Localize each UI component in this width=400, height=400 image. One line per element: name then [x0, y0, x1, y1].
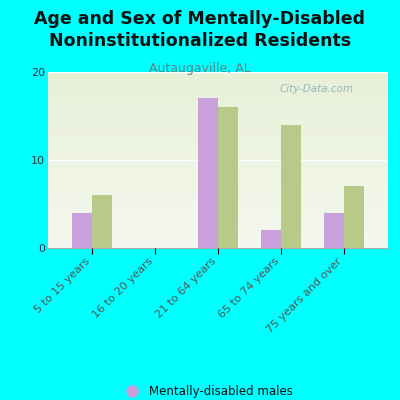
Text: Age and Sex of Mentally-Disabled
Noninstitutionalized Residents: Age and Sex of Mentally-Disabled Noninst…: [34, 10, 366, 50]
Bar: [218, 107, 238, 248]
Bar: [198, 98, 218, 248]
Bar: [72, 213, 92, 248]
Bar: [281, 125, 301, 248]
Bar: [324, 213, 344, 248]
Bar: [261, 230, 281, 248]
Bar: [92, 195, 112, 248]
Legend: Mentally-disabled males, Mentally-disabled females: Mentally-disabled males, Mentally-disabl…: [115, 381, 309, 400]
Text: Autaugaville, AL: Autaugaville, AL: [149, 62, 251, 75]
Bar: [344, 186, 364, 248]
Text: City-Data.com: City-Data.com: [279, 84, 353, 94]
